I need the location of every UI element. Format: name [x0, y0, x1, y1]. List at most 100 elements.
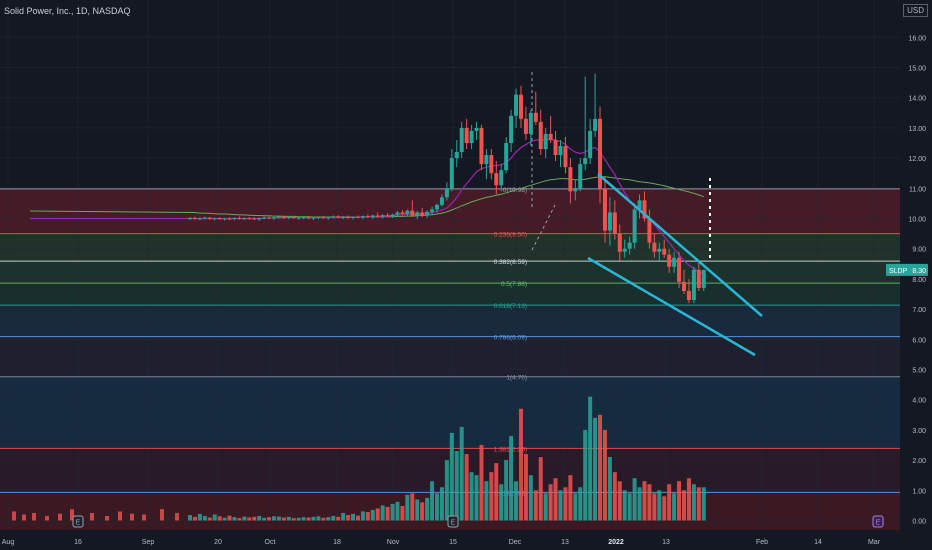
x-axis-label: 16	[74, 539, 82, 546]
volume-bar	[375, 508, 380, 521]
volume-bar	[202, 515, 207, 521]
volume-bar	[12, 511, 16, 521]
candle-body	[662, 248, 667, 255]
volume-bar	[435, 493, 439, 521]
volume-bar	[617, 481, 622, 521]
volume-bar	[400, 506, 405, 521]
candle-body	[637, 200, 642, 210]
candle-body	[351, 216, 356, 218]
x-axis-label: 13	[561, 539, 569, 546]
volume-bar	[682, 490, 686, 521]
candle-body	[578, 164, 583, 189]
volume-bar	[598, 414, 603, 521]
volume-bar	[602, 429, 607, 521]
volume-bar	[227, 515, 232, 521]
candle-body	[489, 155, 494, 174]
volume-bar	[257, 515, 262, 521]
volume-bar	[558, 490, 563, 521]
volume-bar	[469, 472, 474, 521]
x-axis-label: Mar	[868, 539, 881, 546]
candle-body	[257, 217, 262, 220]
volume-bar	[647, 484, 652, 521]
volume-bar	[45, 515, 49, 521]
candle-body	[558, 146, 563, 156]
candle-body	[514, 94, 519, 116]
volume-bar	[578, 487, 583, 521]
volume-bar	[271, 516, 276, 521]
candle-body	[593, 118, 598, 131]
y-axis-label: 14.00	[908, 96, 926, 103]
candle-body	[410, 210, 415, 216]
volume-bar	[58, 513, 62, 521]
x-axis-label: 2022	[608, 539, 624, 546]
y-axis-label: 7.00	[912, 307, 926, 314]
volume-bar	[192, 516, 197, 521]
candle-body	[271, 217, 276, 219]
candle-body	[469, 130, 474, 143]
candle-body	[691, 269, 696, 301]
candle-body	[326, 217, 331, 219]
candle-body	[523, 118, 528, 134]
y-axis-label: 4.00	[912, 398, 926, 405]
chart-title: Solid Power, Inc., 1D, NASDAQ	[4, 6, 131, 16]
candle-body	[479, 127, 484, 165]
volume-bar	[528, 475, 533, 521]
candle-body	[430, 209, 435, 212]
candle-body	[188, 217, 192, 220]
volume-bar	[291, 518, 296, 521]
candle-body	[232, 217, 237, 220]
x-axis-label: Nov	[387, 539, 400, 546]
price-tag-symbol: SLDP	[889, 268, 908, 275]
earnings-marker	[72, 515, 84, 528]
volume-bar	[444, 460, 449, 521]
candle-body	[484, 155, 489, 165]
volume-bar	[118, 511, 122, 521]
candle-body	[672, 257, 677, 267]
candle-body	[385, 215, 390, 217]
volume-bar	[197, 513, 202, 521]
price-tag-value: 8.30	[912, 268, 926, 275]
volume-bar	[32, 512, 36, 521]
candle-body	[657, 248, 662, 252]
candle-body	[677, 257, 682, 282]
x-axis-label: 20	[214, 539, 222, 546]
volume-bar	[247, 517, 252, 521]
y-axis-label: 11.00	[909, 186, 926, 193]
candle-body	[336, 216, 341, 218]
y-axis-label: 0.00	[912, 519, 926, 526]
candle-body	[202, 217, 207, 219]
earnings-marker	[872, 515, 884, 528]
volume-bar	[514, 481, 519, 521]
volume-bar	[533, 490, 538, 521]
candle-body	[365, 216, 370, 218]
candle-body	[667, 254, 672, 267]
candle-body	[696, 269, 701, 288]
volume-bar	[454, 451, 459, 521]
candle-body	[538, 121, 543, 150]
candle-body	[583, 158, 588, 165]
candle-body	[602, 188, 607, 231]
candle-body	[444, 188, 449, 198]
volume-bar	[286, 516, 291, 521]
volume-bar	[484, 481, 489, 521]
y-axis-label: 1.00	[912, 488, 926, 495]
currency-badge[interactable]: USD	[903, 4, 928, 17]
y-axis-label: 9.00	[912, 247, 926, 254]
candle-body	[528, 112, 533, 134]
volume-bar	[212, 514, 217, 521]
candle-body	[227, 218, 232, 220]
volume-bar	[652, 493, 657, 521]
fib-band	[0, 305, 900, 337]
volume-bar	[479, 445, 484, 521]
volume-bar	[662, 496, 667, 521]
volume-bar	[237, 518, 242, 521]
volume-bar	[523, 454, 528, 521]
fib-label: 0.618(7.13)	[494, 303, 527, 310]
y-axis-label: 3.00	[912, 428, 926, 435]
candle-body	[573, 188, 578, 192]
lower-trendline	[587, 256, 756, 357]
candle-body	[459, 127, 464, 153]
candle-body	[276, 216, 281, 218]
